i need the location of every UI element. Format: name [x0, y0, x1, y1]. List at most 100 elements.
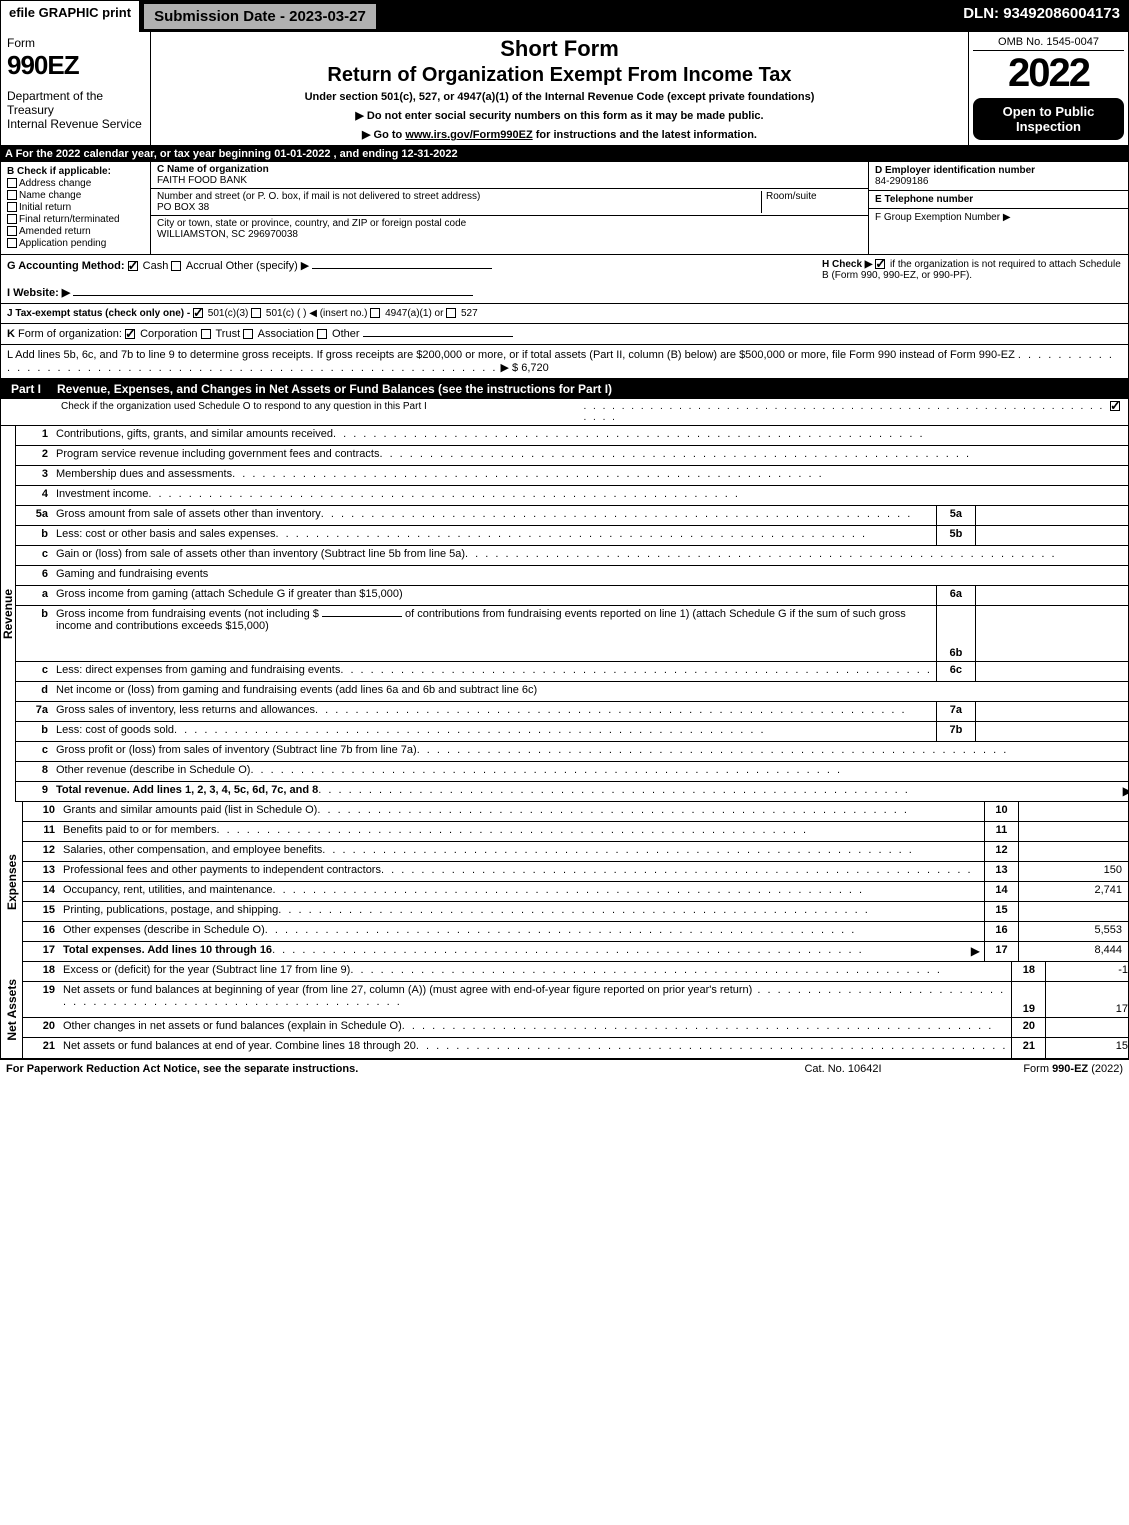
line-13: 13Professional fees and other payments t… [23, 862, 1128, 882]
line-17: 17Total expenses. Add lines 10 through 1… [23, 942, 1128, 962]
g-accounting: G Accounting Method: Cash Accrual Other … [7, 259, 822, 272]
chk-name[interactable]: Name change [7, 190, 144, 201]
line-7c: cGross profit or (loss) from sales of in… [16, 742, 1129, 762]
ein-value: 84-2909186 [875, 176, 1122, 187]
row-l: L Add lines 5b, 6c, and 7b to line 9 to … [1, 345, 1128, 379]
footer-paperwork: For Paperwork Reduction Act Notice, see … [6, 1063, 743, 1075]
row-ghi: G Accounting Method: Cash Accrual Other … [1, 255, 1128, 304]
line-5a: 5aGross amount from sale of assets other… [16, 506, 1129, 526]
top-bar: efile GRAPHIC print Submission Date - 20… [1, 1, 1128, 32]
chk-h[interactable] [875, 259, 885, 269]
part1-num: Part I [1, 379, 51, 399]
header-right: OMB No. 1545-0047 2022 Open to Public In… [968, 32, 1128, 145]
title-short-form: Short Form [155, 36, 964, 62]
chk-trust[interactable] [201, 329, 211, 339]
chk-schedo[interactable] [1110, 401, 1120, 411]
line-4: 4Investment income48 [16, 486, 1129, 506]
vlabel-revenue: Revenue [1, 589, 15, 639]
b-label: B Check if applicable: [7, 166, 144, 177]
part1-header: Part I Revenue, Expenses, and Changes in… [1, 379, 1128, 399]
form-header: Form 990EZ Department of the Treasury In… [1, 32, 1128, 146]
form-number: 990EZ [7, 50, 144, 81]
chk-501c3[interactable] [193, 308, 203, 318]
d-ein: D Employer identification number 84-2909… [869, 162, 1128, 191]
room-label: Room/suite [762, 191, 862, 213]
line-16: 16Other expenses (describe in Schedule O… [23, 922, 1128, 942]
chk-assoc[interactable] [243, 329, 253, 339]
efile-print-label[interactable]: efile GRAPHIC print [1, 1, 141, 32]
note-ssn: ▶ Do not enter social security numbers o… [155, 109, 964, 122]
chk-501c[interactable] [251, 308, 261, 318]
group-label: F Group Exemption Number ▶ [875, 212, 1122, 223]
netassets-block: Net Assets 18Excess or (deficit) for the… [1, 962, 1128, 1058]
tel-label: E Telephone number [875, 194, 1122, 205]
e-tel: E Telephone number [869, 191, 1128, 209]
irs-link[interactable]: www.irs.gov/Form990EZ [405, 129, 532, 141]
line-20: 20Other changes in net assets or fund ba… [23, 1018, 1129, 1038]
c-city-row: City or town, state or province, country… [151, 216, 868, 242]
org-city: WILLIAMSTON, SC 296970038 [157, 229, 466, 240]
form-container: efile GRAPHIC print Submission Date - 20… [0, 0, 1129, 1059]
chk-address[interactable]: Address change [7, 178, 144, 189]
chk-other[interactable] [317, 329, 327, 339]
subtitle: Under section 501(c), 527, or 4947(a)(1)… [155, 91, 964, 103]
row-k: K Form of organization: Corporation Trus… [1, 324, 1128, 345]
line-7b: bLess: cost of goods sold7b [16, 722, 1129, 742]
footer-catno: Cat. No. 10642I [743, 1063, 943, 1075]
note2-post: for instructions and the latest informat… [533, 129, 757, 141]
line-3: 3Membership dues and assessments3 [16, 466, 1129, 486]
header-center: Short Form Return of Organization Exempt… [151, 32, 968, 145]
chk-final[interactable]: Final return/terminated [7, 214, 144, 225]
line-18: 18Excess or (deficit) for the year (Subt… [23, 962, 1129, 982]
footer: For Paperwork Reduction Act Notice, see … [0, 1059, 1129, 1078]
line-6c: cLess: direct expenses from gaming and f… [16, 662, 1129, 682]
line-2: 2Program service revenue including gover… [16, 446, 1129, 466]
row-bcde: B Check if applicable: Address change Na… [1, 162, 1128, 255]
org-address: PO BOX 38 [157, 202, 757, 213]
part1-title: Revenue, Expenses, and Changes in Net As… [51, 379, 1128, 399]
part1-checkrow: Check if the organization used Schedule … [1, 399, 1128, 426]
col-b: B Check if applicable: Address change Na… [1, 162, 151, 254]
note-link: ▶ Go to www.irs.gov/Form990EZ for instru… [155, 128, 964, 141]
line-5b: bLess: cost or other basis and sales exp… [16, 526, 1129, 546]
line-12: 12Salaries, other compensation, and empl… [23, 842, 1128, 862]
line-8: 8Other revenue (describe in Schedule O)8 [16, 762, 1129, 782]
revenue-block: Revenue 1Contributions, gifts, grants, a… [1, 426, 1128, 802]
chk-4947[interactable] [370, 308, 380, 318]
chk-527[interactable] [446, 308, 456, 318]
line-21: 21Net assets or fund balances at end of … [23, 1038, 1129, 1058]
chk-pending[interactable]: Application pending [7, 238, 144, 249]
dept-label: Department of the Treasury [7, 89, 144, 117]
header-left: Form 990EZ Department of the Treasury In… [1, 32, 151, 145]
line-10: 10Grants and similar amounts paid (list … [23, 802, 1128, 822]
chk-accrual[interactable] [171, 261, 181, 271]
form-word: Form [7, 36, 144, 50]
vlabel-netassets: Net Assets [5, 979, 19, 1041]
submission-date-label: Submission Date - 2023-03-27 [143, 3, 377, 30]
chk-corp[interactable] [125, 329, 135, 339]
line-6d: dNet income or (loss) from gaming and fu… [16, 682, 1129, 702]
c-addr-row: Number and street (or P. O. box, if mail… [151, 189, 868, 216]
ein-label: D Employer identification number [875, 165, 1122, 176]
chk-cash[interactable] [128, 261, 138, 271]
line-5c: cGain or (loss) from sale of assets othe… [16, 546, 1129, 566]
col-c: C Name of organization FAITH FOOD BANK N… [151, 162, 868, 254]
title-return: Return of Organization Exempt From Incom… [155, 64, 964, 87]
vlabel-expenses: Expenses [5, 854, 19, 910]
footer-formref: Form 990-EZ (2022) [943, 1063, 1123, 1075]
col-d: D Employer identification number 84-2909… [868, 162, 1128, 254]
line-14: 14Occupancy, rent, utilities, and mainte… [23, 882, 1128, 902]
h-check: H Check ▶ if the organization is not req… [822, 259, 1122, 299]
addr-label: Number and street (or P. O. box, if mail… [157, 191, 757, 202]
line-15: 15Printing, publications, postage, and s… [23, 902, 1128, 922]
tax-year: 2022 [973, 51, 1124, 96]
line-19: 19Net assets or fund balances at beginni… [23, 982, 1129, 1018]
line-11: 11Benefits paid to or for members11 [23, 822, 1128, 842]
line-6: 6Gaming and fundraising events [16, 566, 1129, 586]
irs-label: Internal Revenue Service [7, 117, 144, 131]
org-name: FAITH FOOD BANK [157, 175, 862, 186]
chk-amended[interactable]: Amended return [7, 226, 144, 237]
line-6a: aGross income from gaming (attach Schedu… [16, 586, 1129, 606]
expenses-block: Expenses 10Grants and similar amounts pa… [1, 802, 1128, 962]
chk-initial[interactable]: Initial return [7, 202, 144, 213]
